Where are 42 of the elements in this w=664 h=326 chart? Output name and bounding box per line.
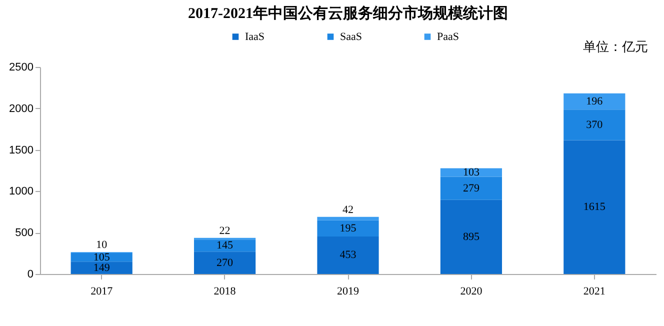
bar <box>564 110 626 140</box>
data-label: 270 <box>216 256 234 269</box>
y-tick-label: 2000 <box>9 102 34 115</box>
data-label: 149 <box>93 262 110 274</box>
data-label: 1615 <box>583 201 606 214</box>
data-label: 895 <box>462 230 480 243</box>
data-label: 279 <box>462 182 480 194</box>
y-tick-label: 1500 <box>9 144 34 156</box>
legend-label: PaaS <box>437 30 459 43</box>
legend-label: IaaS <box>245 30 265 43</box>
data-label: 453 <box>340 249 357 262</box>
bar <box>564 140 626 274</box>
data-label: 370 <box>586 118 604 131</box>
data-label: 196 <box>586 96 604 108</box>
data-label: 10 <box>96 239 108 252</box>
x-tick-label: 2020 <box>460 286 483 298</box>
x-tick-label: 2019 <box>337 286 360 298</box>
bar <box>564 93 626 110</box>
data-label: 103 <box>462 166 480 179</box>
bar <box>317 220 379 236</box>
x-tick-label: 2017 <box>90 286 114 298</box>
data-label: 105 <box>93 251 110 264</box>
bar <box>194 252 256 274</box>
bar <box>440 200 502 274</box>
bar <box>440 176 502 200</box>
data-label: 22 <box>219 224 230 237</box>
y-tick-label: 1000 <box>9 186 34 198</box>
x-tick-label: 2018 <box>214 286 236 298</box>
x-tick-label: 2021 <box>583 286 606 298</box>
y-tick-label: 2500 <box>9 62 34 74</box>
data-label: 195 <box>340 222 357 234</box>
legend-label: SaaS <box>340 30 362 43</box>
text: 单位：亿元 <box>583 39 648 56</box>
y-tick-label: 500 <box>15 227 34 240</box>
bar <box>317 236 379 274</box>
chart-title: 2017-2021年中国公有云服务细分市场规模统计图 <box>188 4 508 22</box>
data-label: 42 <box>342 204 354 216</box>
bar <box>70 262 132 274</box>
data-label: 145 <box>216 240 234 252</box>
bar <box>194 240 256 252</box>
bar <box>317 216 379 220</box>
y-tick-label: 0 <box>27 268 34 280</box>
